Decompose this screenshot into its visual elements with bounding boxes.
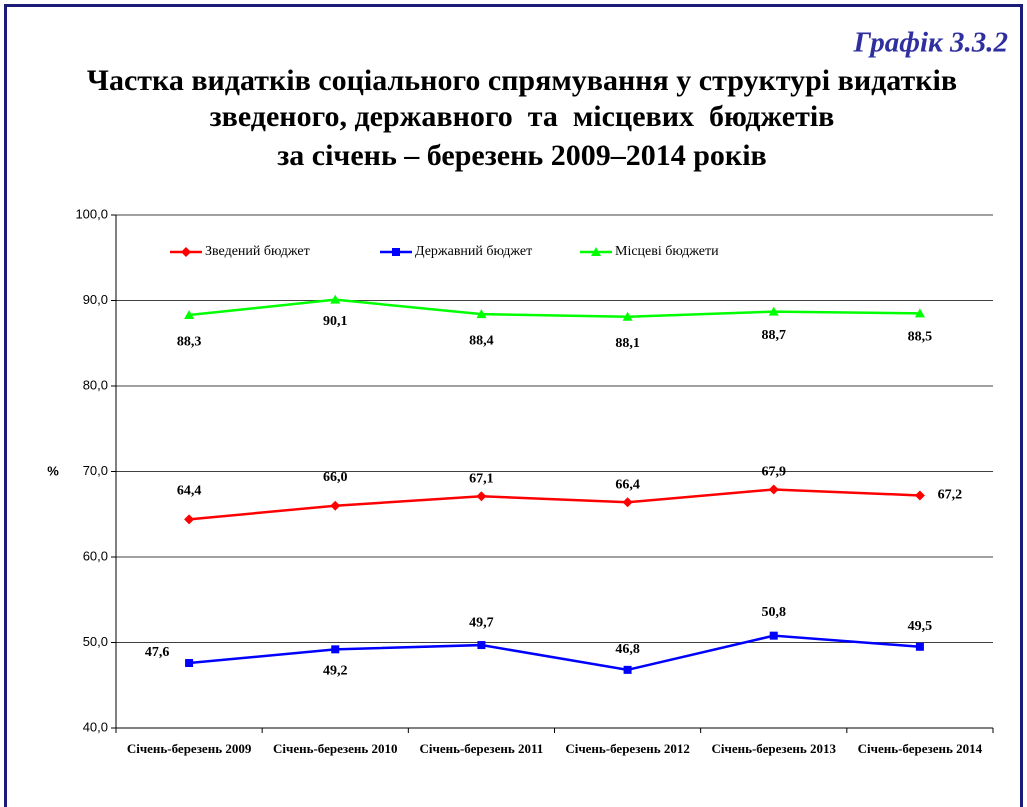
point xyxy=(184,514,195,525)
point xyxy=(623,665,632,674)
data-label: 88,7 xyxy=(762,328,787,343)
data-label: 67,9 xyxy=(762,465,787,480)
chart-title: зведеного, державного та місцевих бюджет… xyxy=(210,100,835,133)
data-label: 67,2 xyxy=(938,488,963,503)
x-tick-label: Січень-березень 2012 xyxy=(565,741,690,756)
point xyxy=(622,311,633,321)
legend-label: Зведений бюджет xyxy=(205,244,310,259)
legend-label: Державний бюджет xyxy=(415,244,532,259)
y-tick-label: 60,0 xyxy=(83,548,108,563)
data-label: 66,4 xyxy=(615,477,640,492)
data-label: 64,4 xyxy=(177,484,202,499)
chart-number: Графік 3.3.2 xyxy=(853,27,1008,59)
data-label: 49,2 xyxy=(323,664,348,679)
data-label: 88,5 xyxy=(908,330,933,345)
point xyxy=(915,642,924,651)
data-label: 49,5 xyxy=(908,619,933,634)
data-label: 88,4 xyxy=(469,333,494,348)
point xyxy=(476,491,487,502)
series-line xyxy=(188,634,921,672)
y-tick-label: 80,0 xyxy=(83,377,108,392)
point xyxy=(331,645,340,654)
frame xyxy=(4,4,1023,807)
y-axis-label: % xyxy=(47,463,59,478)
x-tick-label: Січень-березень 2010 xyxy=(272,741,398,756)
data-label: 90,1 xyxy=(323,314,348,329)
y-tick-label: 90,0 xyxy=(83,292,108,307)
x-tick-label: Січень-березень 2011 xyxy=(419,741,544,756)
x-tick-label: Січень-березень 2009 xyxy=(126,741,252,756)
y-tick-label: 70,0 xyxy=(83,463,108,478)
point xyxy=(330,500,341,511)
y-tick-label: 50,0 xyxy=(83,634,108,649)
point xyxy=(914,308,925,318)
point xyxy=(476,309,487,319)
data-label: 50,8 xyxy=(762,605,787,620)
series-line xyxy=(188,298,920,318)
x-tick-label: Січень-березень 2013 xyxy=(711,741,836,756)
point xyxy=(477,641,486,650)
legend-marker xyxy=(392,248,400,256)
data-label: 88,3 xyxy=(177,334,202,349)
legend-marker xyxy=(591,247,601,256)
data-label: 47,6 xyxy=(145,645,170,660)
point xyxy=(184,310,195,320)
point xyxy=(914,490,925,501)
point xyxy=(622,497,633,508)
x-tick-label: Січень-березень 2014 xyxy=(857,741,983,756)
data-label: 49,7 xyxy=(469,615,494,630)
chart-title: Частка видатків соціального спрямування … xyxy=(87,64,957,97)
data-label: 88,1 xyxy=(615,336,640,351)
point xyxy=(185,659,194,668)
y-tick-label: 100,0 xyxy=(75,206,108,221)
data-label: 66,0 xyxy=(323,470,348,485)
data-label: 67,1 xyxy=(469,472,494,487)
legend-label: Місцеві бюджети xyxy=(615,244,719,259)
point xyxy=(768,484,779,495)
data-label: 46,8 xyxy=(615,642,640,657)
chart-title: за січень – березень 2009–2014 років xyxy=(277,139,767,172)
point xyxy=(768,306,779,316)
series-line xyxy=(188,488,920,521)
y-tick-label: 40,0 xyxy=(83,719,108,734)
point xyxy=(769,631,778,640)
legend-marker xyxy=(181,247,191,257)
point xyxy=(330,294,341,304)
